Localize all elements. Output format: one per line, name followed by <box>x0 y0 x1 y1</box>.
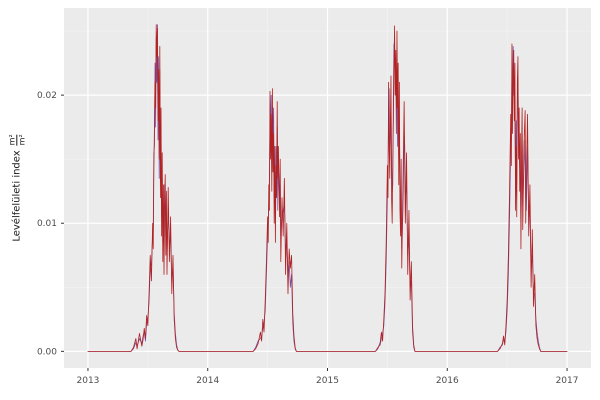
y-tick-label: 0.00 <box>37 347 57 357</box>
unit-numerator: m² <box>7 134 17 146</box>
x-tick-label: 2013 <box>77 376 100 386</box>
x-tick-label: 2017 <box>556 376 579 386</box>
grid-major <box>64 8 591 368</box>
y-axis-title-text: Levélfelületi index <box>11 150 23 242</box>
y-axis-tick-labels: 0.00 0.01 0.02 <box>37 91 57 357</box>
y-tick-label: 0.01 <box>37 219 57 229</box>
x-tick-label: 2014 <box>196 376 219 386</box>
y-axis-unit-fraction: m² m² <box>7 134 27 146</box>
x-tick-label: 2015 <box>316 376 339 386</box>
y-axis-title: Levélfelületi index m² m² <box>7 134 27 242</box>
unit-denominator: m² <box>16 134 27 146</box>
axis-ticks <box>61 94 568 371</box>
y-tick-label: 0.02 <box>37 91 57 101</box>
x-tick-label: 2016 <box>436 376 459 386</box>
x-axis-tick-labels: 2013 2014 2015 2016 2017 <box>77 376 579 386</box>
series-red <box>87 24 568 352</box>
